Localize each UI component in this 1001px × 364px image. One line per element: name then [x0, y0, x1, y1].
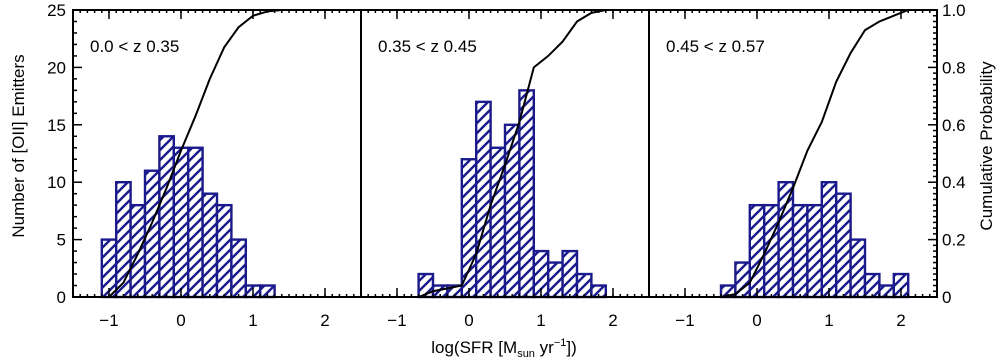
x-tick-label: −1 — [387, 311, 406, 330]
y-right-tick-label: 0.8 — [942, 58, 966, 77]
histogram-bar — [575, 272, 593, 299]
histogram-bar — [503, 123, 521, 299]
x-tick-label: 0 — [176, 311, 185, 330]
histogram-bar — [158, 135, 175, 299]
y-tick-label: 10 — [47, 173, 66, 192]
histogram-bar — [748, 203, 766, 299]
y-tick-label: 15 — [47, 116, 66, 135]
y-right-tick-label: 1.0 — [942, 1, 966, 20]
histogram-bar — [460, 158, 478, 299]
y-axis-title-left: Number of [OII] Emitters — [9, 54, 28, 237]
histogram-bar — [215, 203, 233, 299]
histogram-bar — [475, 100, 492, 299]
x-axis-title-subscript: sun — [517, 348, 535, 360]
histogram-bar — [129, 203, 147, 299]
x-axis-title-mid: yr — [535, 338, 554, 357]
histogram-bar — [863, 272, 881, 299]
x-tick-label: 2 — [608, 311, 617, 330]
x-tick-label: 0 — [752, 311, 761, 330]
y-tick-label: 5 — [57, 231, 66, 250]
y-right-tick-label: 0 — [942, 288, 951, 307]
x-tick-label: 1 — [824, 311, 833, 330]
histogram-bar — [518, 89, 536, 299]
histogram-bar — [561, 249, 579, 299]
histogram-bar — [835, 192, 852, 299]
histogram-bar — [547, 261, 564, 299]
histogram-bar — [230, 238, 247, 299]
panel-2: −1 0 1 2 0.35 < z 0.45 — [360, 9, 650, 330]
x-axis-title: log(SFR [Msun yr−1]) — [431, 337, 577, 360]
panel-label: 0.35 < z 0.45 — [378, 37, 477, 56]
cumulative-line — [418, 9, 606, 298]
x-tick-label: −1 — [675, 311, 694, 330]
cumulative-line — [720, 9, 909, 298]
histogram-bar — [806, 203, 824, 299]
histogram-bar — [114, 180, 132, 299]
x-axis-title-end: ]) — [566, 338, 576, 357]
histogram-bar — [791, 203, 809, 299]
histogram-bar — [820, 180, 838, 299]
panel-label: 0.45 < z 0.57 — [666, 37, 765, 56]
y-right-tick-label: 0.4 — [942, 173, 966, 192]
x-tick-label: 1 — [248, 311, 257, 330]
y-tick-label: 20 — [47, 58, 66, 77]
histogram-bar — [849, 238, 867, 299]
y-tick-label: 25 — [47, 1, 66, 20]
x-tick-label: 2 — [896, 311, 905, 330]
x-axis-title-superscript: −1 — [554, 337, 567, 349]
histogram-bar — [186, 146, 204, 299]
histogram-bar — [777, 180, 795, 299]
x-tick-label: −1 — [99, 311, 118, 330]
histogram-bar — [172, 146, 190, 299]
x-tick-label: 1 — [536, 311, 545, 330]
histogram-bar — [201, 192, 219, 299]
x-tick-label: 0 — [464, 311, 473, 330]
y-tick-label: 0 — [57, 288, 66, 307]
panel-label: 0.0 < z 0.35 — [90, 37, 179, 56]
panel-3: −1 0 1 2 0 0.2 0.4 0.6 0.8 1.0 0.45 < z 0.57 — [648, 1, 966, 330]
y-right-tick-label: 0.2 — [942, 231, 966, 250]
x-axis-title-main: log(SFR [M — [431, 338, 517, 357]
y-axis-title-right: Cumulative Probability — [977, 61, 996, 231]
x-tick-label: 2 — [320, 311, 329, 330]
y-right-tick-label: 0.6 — [942, 116, 966, 135]
